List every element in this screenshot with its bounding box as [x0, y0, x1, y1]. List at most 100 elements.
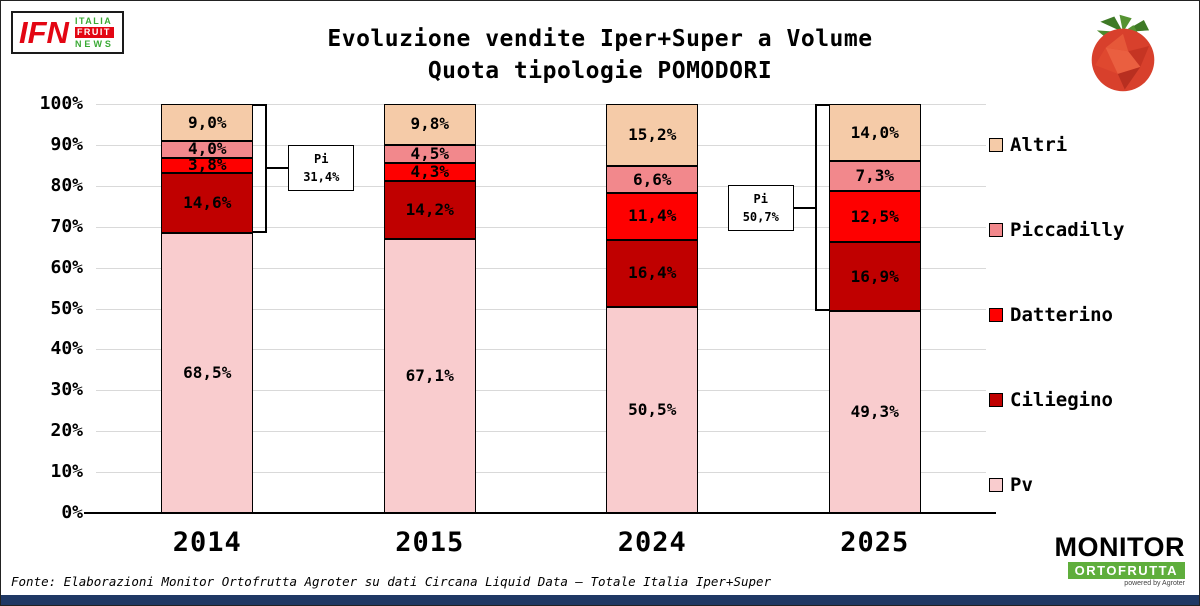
monitor-logo-powered-by: powered by Agroter	[1124, 580, 1185, 587]
legend-label-pv: Pv	[1010, 474, 1033, 496]
segment-value-label: 67,1%	[405, 365, 454, 385]
chart-title-line2: Quota tipologie POMODORI	[427, 58, 773, 85]
x-axis-label-2025: 2025	[840, 527, 910, 558]
annotation-bracket-line	[814, 104, 817, 312]
segment-value-label: 14,6%	[183, 192, 232, 212]
bar-segment-ciliegino-2015: 14,2%	[383, 180, 476, 239]
annotation-bracket-line	[793, 206, 816, 209]
ifn-logo-side-text: ITALIA FRUIT NEWS	[74, 16, 114, 49]
gridline	[96, 144, 986, 146]
annotation-bracket-line	[266, 167, 289, 170]
segment-value-label: 16,4%	[628, 263, 677, 283]
legend-item-ciliegino: Ciliegino	[989, 389, 1124, 411]
bar-2024: 50,5% 16,4% 11,4% 6,6% 15,2%	[606, 104, 699, 513]
annotation-bracket-line	[253, 104, 268, 106]
legend-item-datterino: Datterino	[989, 304, 1124, 326]
bar-segment-altri-2025: 14,0%	[828, 104, 921, 162]
segment-value-label: 68,5%	[183, 362, 232, 382]
y-axis-tick: 50%	[50, 297, 83, 319]
annotation-bracket-line	[815, 309, 830, 312]
bar-segment-altri-2015: 9,8%	[383, 104, 476, 145]
segment-value-label: 9,0%	[187, 112, 227, 132]
segment-value-label: 7,3%	[855, 166, 895, 186]
y-axis-tick: 10%	[50, 461, 83, 483]
monitor-ortofrutta-logo: MONITOR ORTOFRUTTA powered by Agroter	[1054, 532, 1185, 587]
y-axis-tick: 100%	[39, 93, 83, 114]
legend-item-piccadilly: Piccadilly	[989, 219, 1124, 241]
gridline	[96, 226, 986, 228]
gridline	[96, 349, 986, 351]
gridline	[96, 472, 986, 474]
segment-value-label: 3,8%	[187, 155, 227, 175]
annotation-bracket-line	[815, 104, 830, 106]
y-axis-tick: 60%	[50, 256, 83, 278]
annotation-value: 50,7%	[742, 209, 779, 224]
y-axis-tick: 40%	[50, 338, 83, 360]
segment-value-label: 12,5%	[850, 206, 899, 226]
ifn-logo-italia: ITALIA	[74, 16, 113, 26]
ifn-logo-news: NEWS	[74, 38, 114, 49]
bottom-blue-bar	[1, 595, 1199, 605]
segment-value-label: 14,2%	[405, 199, 454, 219]
legend-item-pv: Pv	[989, 474, 1124, 496]
bar-2025: 49,3% 16,9% 12,5% 7,3% 14,0%	[828, 104, 921, 513]
bar-2015: 67,1% 14,2% 4,3% 4,5% 9,8%	[383, 104, 476, 513]
annotation-label: Pi	[753, 191, 768, 206]
legend-swatch-ciliegino	[989, 393, 1003, 407]
tomato-image	[1091, 14, 1155, 92]
gridline	[96, 185, 986, 187]
legend-item-altri: Altri	[989, 134, 1124, 156]
bar-segment-altri-2014: 9,0%	[161, 104, 254, 142]
ifn-logo-text: IFN	[19, 15, 69, 51]
bar-segment-pv-2015: 67,1%	[383, 238, 476, 513]
bar-segment-piccadilly-2014: 4,0%	[161, 139, 254, 159]
segment-value-label: 14,0%	[850, 122, 899, 142]
gridline	[96, 308, 986, 310]
segment-value-label: 50,5%	[628, 399, 677, 419]
annotation-box-2025: Pi 50,7%	[727, 184, 794, 231]
bar-segment-datterino-2025: 12,5%	[828, 191, 921, 243]
x-axis-label-2024: 2024	[617, 527, 687, 558]
bar-2014: 68,5% 14,6% 3,8% 4,0% 9,0%	[161, 104, 254, 513]
gridline	[96, 431, 986, 433]
segment-value-label: 16,9%	[850, 266, 899, 286]
ifn-logo-fruit: FRUIT	[74, 27, 114, 38]
source-note: Fonte: Elaborazioni Monitor Ortofrutta A…	[11, 574, 772, 589]
bar-segment-piccadilly-2015: 4,5%	[383, 143, 476, 163]
y-axis-tick: 30%	[50, 379, 83, 401]
bar-segment-datterino-2024: 11,4%	[606, 193, 699, 240]
bar-segment-piccadilly-2025: 7,3%	[828, 161, 921, 192]
legend-label-datterino: Datterino	[1010, 304, 1113, 326]
bar-segment-ciliegino-2025: 16,9%	[828, 242, 921, 312]
chart-title-line1: Evoluzione vendite Iper+Super a Volume	[327, 26, 873, 52]
segment-value-label: 9,8%	[410, 114, 450, 134]
annotation-value: 31,4%	[303, 170, 340, 185]
bar-segment-pv-2014: 68,5%	[161, 232, 254, 513]
italiafruit-news-logo: IFN ITALIA FRUIT NEWS	[11, 11, 124, 55]
legend-label-ciliegino: Ciliegino	[1010, 389, 1113, 411]
monitor-logo-line1: MONITOR	[1054, 532, 1185, 562]
gridline	[96, 267, 986, 269]
bar-segment-ciliegino-2014: 14,6%	[161, 173, 254, 233]
gridline	[96, 390, 986, 392]
segment-value-label: 11,4%	[628, 206, 677, 226]
legend-swatch-pv	[989, 478, 1003, 492]
bar-segment-pv-2025: 49,3%	[828, 311, 921, 513]
segment-value-label: 4,0%	[187, 139, 227, 159]
legend-label-altri: Altri	[1010, 134, 1068, 156]
chart-legend: Altri Piccadilly Datterino Ciliegino Pv	[989, 134, 1124, 496]
segment-value-label: 49,3%	[850, 402, 899, 422]
annotation-label: Pi	[314, 152, 329, 167]
bar-segment-altri-2024: 15,2%	[606, 104, 699, 167]
legend-swatch-datterino	[989, 308, 1003, 322]
monitor-logo-line2: ORTOFRUTTA	[1067, 562, 1185, 579]
gridline	[96, 104, 986, 105]
stacked-bar-chart: 0% 10% 20% 30% 40% 50% 60% 70% 80% 90% 100% 68,5% 14…	[21, 93, 1181, 571]
x-axis-label-2014: 2014	[172, 527, 242, 558]
chart-title: Evoluzione vendite Iper+Super a Volume Q…	[1, 23, 1199, 87]
annotation-bracket-line	[253, 230, 268, 233]
x-axis-line	[84, 512, 996, 514]
bar-segment-datterino-2014: 3,8%	[161, 155, 254, 175]
segment-value-label: 4,5%	[410, 143, 450, 163]
bar-segment-pv-2024: 50,5%	[606, 306, 699, 513]
